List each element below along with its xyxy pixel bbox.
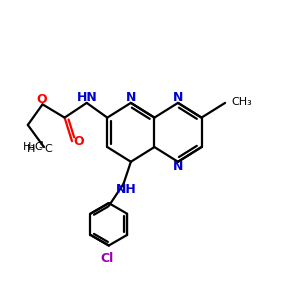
Text: HN: HN bbox=[77, 91, 98, 104]
Text: O: O bbox=[37, 93, 47, 106]
Text: Cl: Cl bbox=[101, 252, 114, 265]
Text: C: C bbox=[44, 143, 52, 154]
Text: N: N bbox=[173, 160, 183, 173]
Text: O: O bbox=[73, 135, 84, 148]
Text: H₃C: H₃C bbox=[23, 142, 44, 152]
Text: NH: NH bbox=[116, 183, 137, 196]
Text: CH₃: CH₃ bbox=[232, 97, 252, 107]
Text: N: N bbox=[126, 92, 136, 104]
Text: 3: 3 bbox=[39, 141, 44, 150]
Text: N: N bbox=[173, 92, 183, 104]
Text: H: H bbox=[27, 143, 35, 154]
